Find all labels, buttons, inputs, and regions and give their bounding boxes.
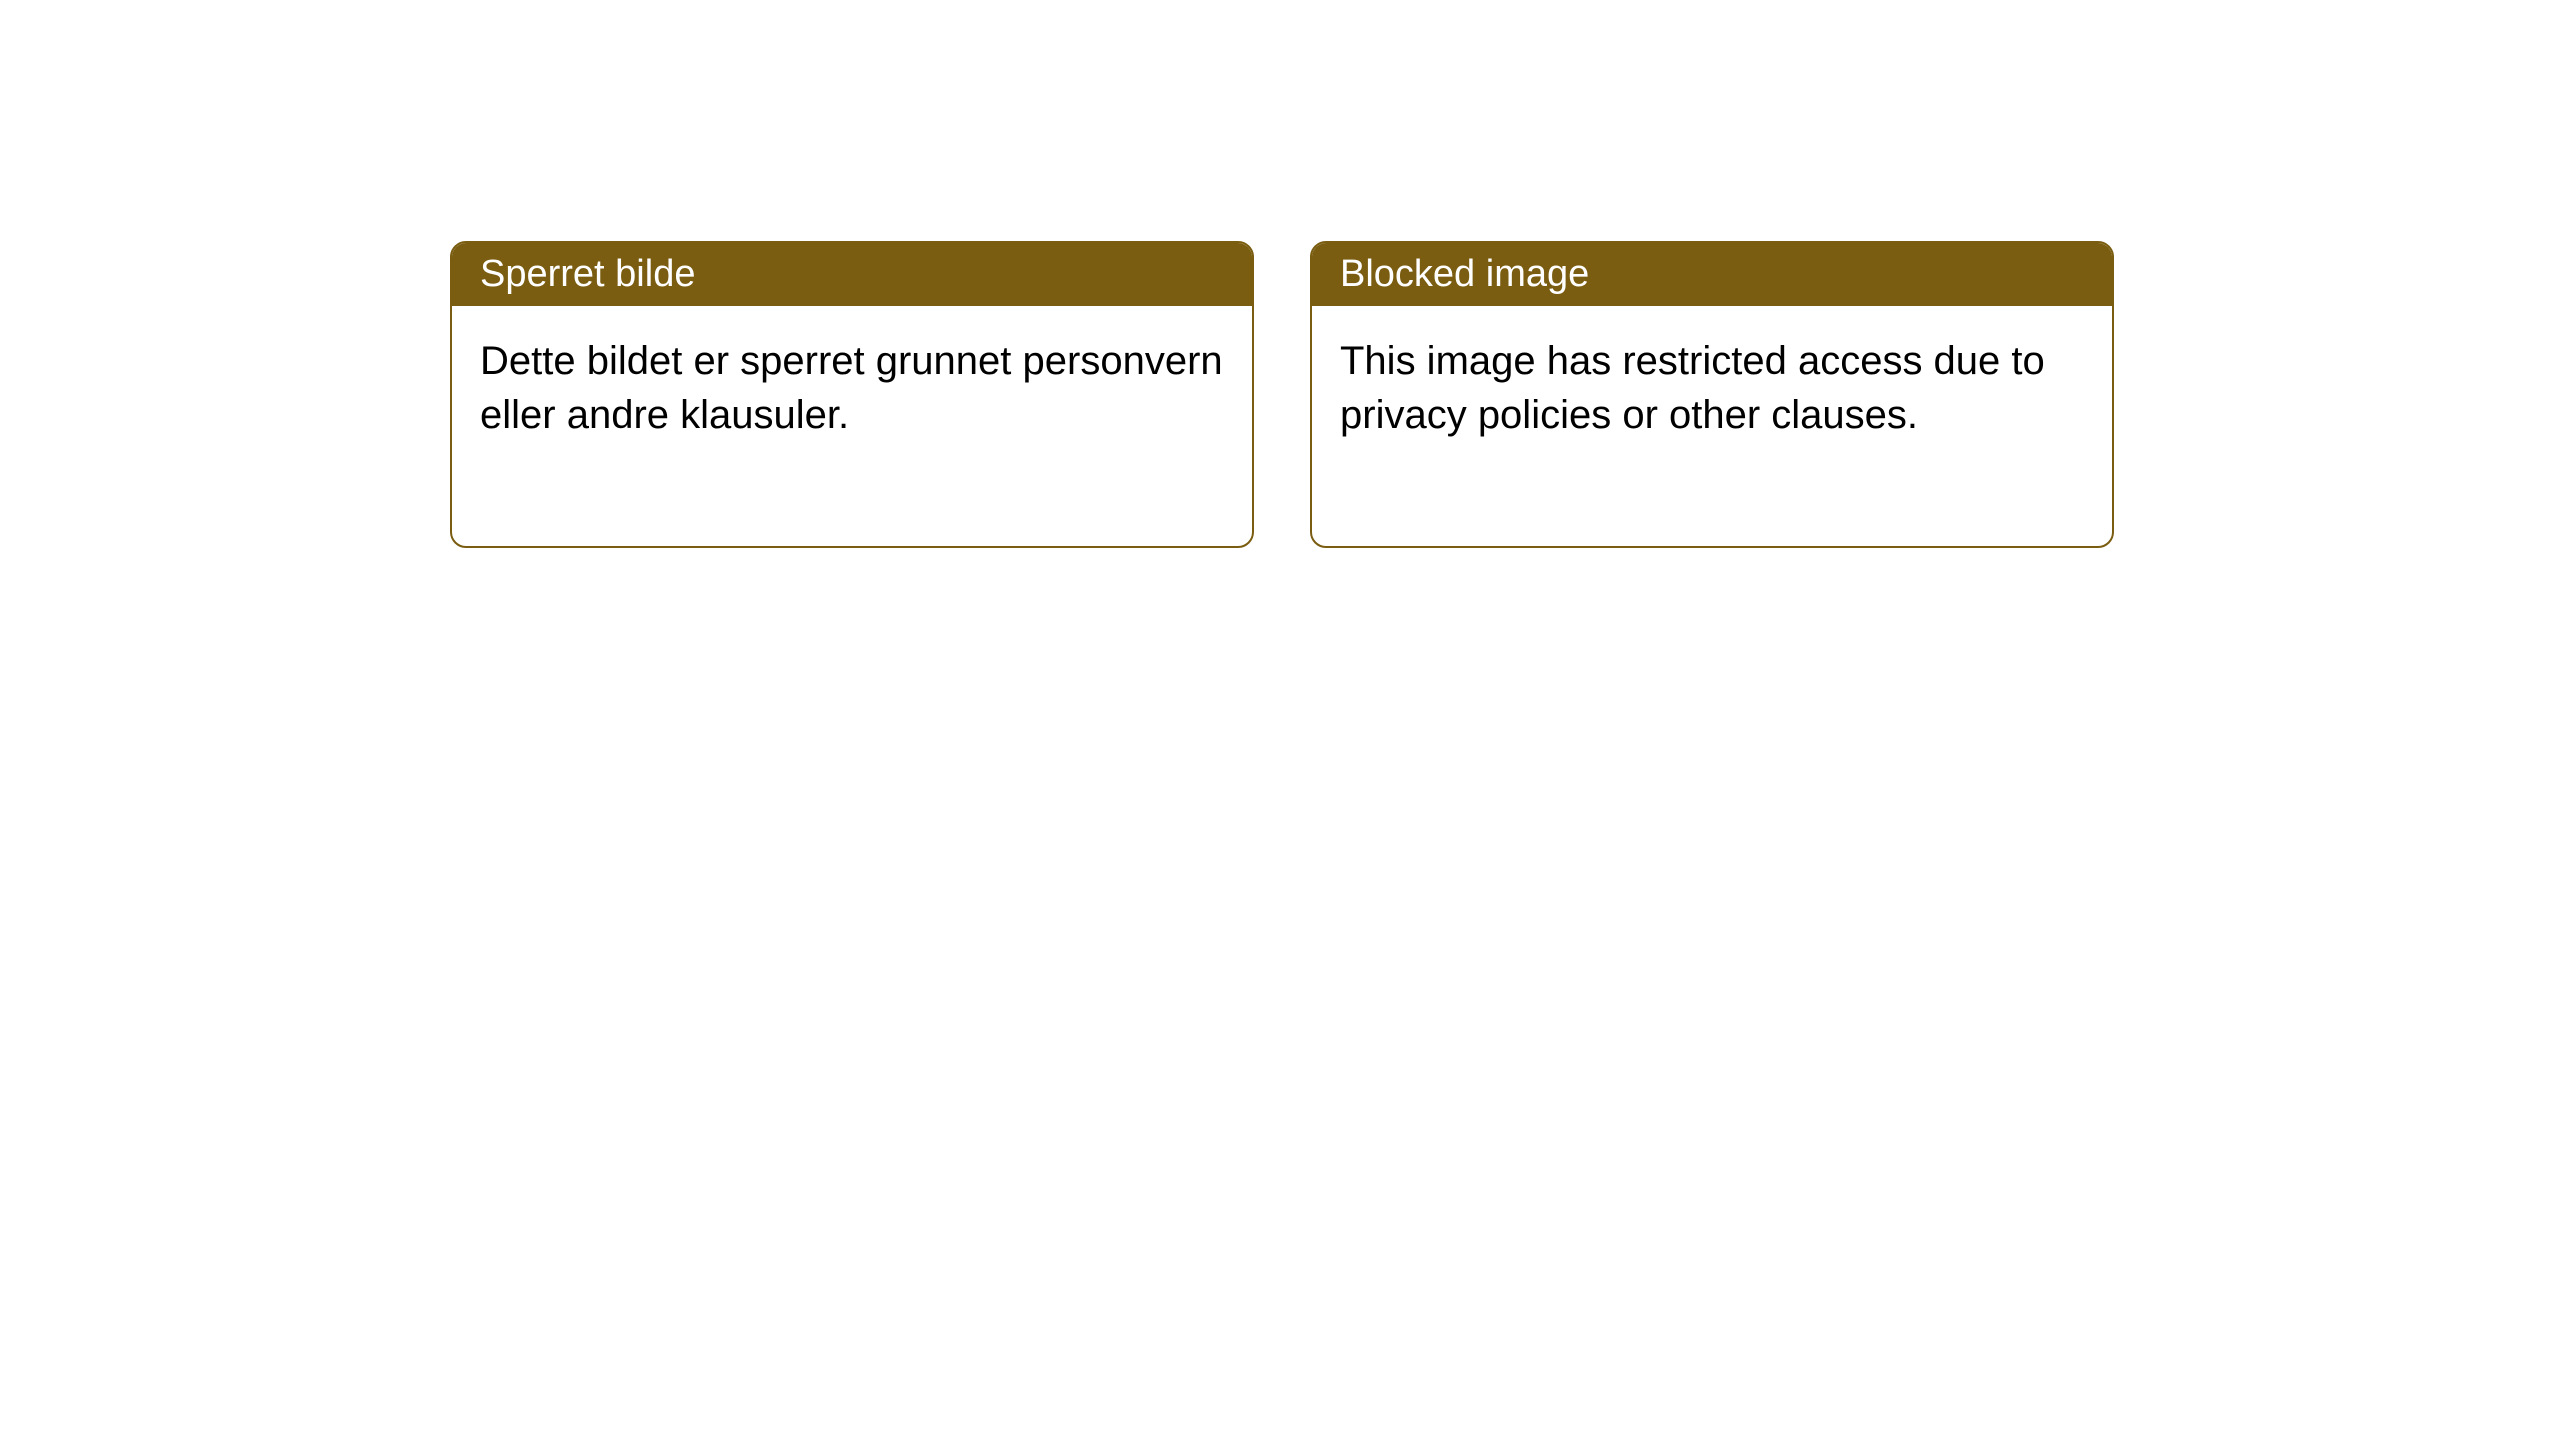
- notice-container: Sperret bilde Dette bildet er sperret gr…: [450, 241, 2114, 548]
- notice-body-english: This image has restricted access due to …: [1312, 306, 2112, 546]
- notice-title-english: Blocked image: [1312, 243, 2112, 306]
- notice-title-norwegian: Sperret bilde: [452, 243, 1252, 306]
- notice-box-norwegian: Sperret bilde Dette bildet er sperret gr…: [450, 241, 1254, 548]
- notice-box-english: Blocked image This image has restricted …: [1310, 241, 2114, 548]
- notice-body-norwegian: Dette bildet er sperret grunnet personve…: [452, 306, 1252, 546]
